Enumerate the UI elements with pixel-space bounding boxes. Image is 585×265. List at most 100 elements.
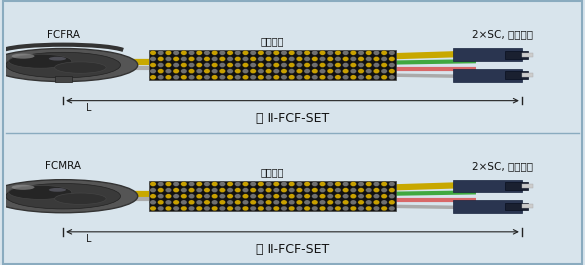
Ellipse shape (181, 194, 187, 198)
Ellipse shape (242, 50, 249, 55)
Ellipse shape (273, 182, 280, 186)
Ellipse shape (181, 63, 187, 67)
Ellipse shape (335, 56, 341, 61)
Ellipse shape (296, 182, 302, 186)
Ellipse shape (342, 194, 349, 198)
Ellipse shape (212, 63, 218, 67)
Ellipse shape (150, 194, 156, 198)
Ellipse shape (227, 194, 233, 198)
Ellipse shape (188, 75, 195, 80)
Ellipse shape (196, 75, 202, 80)
Ellipse shape (266, 182, 272, 186)
Ellipse shape (327, 56, 333, 61)
Text: 含 Ⅱ-FCF-SET: 含 Ⅱ-FCF-SET (256, 243, 329, 256)
Ellipse shape (258, 206, 264, 211)
Ellipse shape (381, 69, 387, 73)
Ellipse shape (350, 194, 356, 198)
Ellipse shape (235, 182, 241, 186)
Ellipse shape (219, 56, 226, 61)
Ellipse shape (250, 182, 256, 186)
Ellipse shape (381, 194, 387, 198)
Ellipse shape (350, 50, 356, 55)
Ellipse shape (288, 188, 295, 192)
Circle shape (9, 186, 72, 199)
Ellipse shape (150, 50, 156, 55)
Ellipse shape (157, 182, 164, 186)
Ellipse shape (281, 188, 287, 192)
Ellipse shape (166, 194, 171, 198)
Ellipse shape (327, 200, 333, 205)
Ellipse shape (358, 194, 364, 198)
Ellipse shape (204, 63, 210, 67)
Ellipse shape (173, 75, 179, 80)
Ellipse shape (196, 182, 202, 186)
Ellipse shape (181, 200, 187, 205)
Bar (522, 205, 534, 208)
Ellipse shape (166, 56, 171, 61)
Ellipse shape (204, 194, 210, 198)
Ellipse shape (288, 63, 295, 67)
Ellipse shape (373, 56, 380, 61)
Ellipse shape (296, 206, 302, 211)
Bar (522, 53, 534, 57)
Circle shape (12, 54, 35, 59)
Bar (80, 60, 104, 70)
Ellipse shape (304, 63, 310, 67)
Ellipse shape (219, 194, 226, 198)
Ellipse shape (281, 50, 287, 55)
Ellipse shape (235, 75, 241, 80)
Bar (505, 71, 528, 79)
Ellipse shape (381, 200, 387, 205)
Ellipse shape (327, 188, 333, 192)
Ellipse shape (157, 188, 164, 192)
Ellipse shape (366, 194, 372, 198)
Ellipse shape (188, 188, 195, 192)
Ellipse shape (304, 69, 310, 73)
Ellipse shape (312, 56, 318, 61)
Ellipse shape (166, 63, 171, 67)
Ellipse shape (342, 56, 349, 61)
Ellipse shape (250, 200, 256, 205)
Ellipse shape (358, 75, 364, 80)
Ellipse shape (150, 63, 156, 67)
Ellipse shape (227, 182, 233, 186)
Ellipse shape (266, 188, 272, 192)
Ellipse shape (312, 69, 318, 73)
Ellipse shape (358, 50, 364, 55)
Ellipse shape (250, 69, 256, 73)
Ellipse shape (342, 50, 349, 55)
Bar (453, 48, 522, 61)
Ellipse shape (212, 69, 218, 73)
Ellipse shape (288, 75, 295, 80)
Ellipse shape (288, 206, 295, 211)
Ellipse shape (381, 50, 387, 55)
Ellipse shape (258, 182, 264, 186)
Ellipse shape (335, 69, 341, 73)
Ellipse shape (342, 182, 349, 186)
Ellipse shape (266, 63, 272, 67)
Ellipse shape (273, 75, 280, 80)
Ellipse shape (212, 75, 218, 80)
Ellipse shape (288, 69, 295, 73)
Bar (453, 180, 522, 192)
Ellipse shape (227, 188, 233, 192)
Ellipse shape (358, 56, 364, 61)
Text: FCFRA: FCFRA (47, 30, 80, 39)
Ellipse shape (227, 56, 233, 61)
Ellipse shape (196, 56, 202, 61)
Ellipse shape (281, 75, 287, 80)
Ellipse shape (219, 182, 226, 186)
Ellipse shape (150, 75, 156, 80)
Ellipse shape (312, 200, 318, 205)
Ellipse shape (296, 188, 302, 192)
Ellipse shape (258, 75, 264, 80)
Ellipse shape (327, 182, 333, 186)
Ellipse shape (319, 182, 326, 186)
Ellipse shape (381, 188, 387, 192)
Ellipse shape (204, 50, 210, 55)
Ellipse shape (219, 188, 226, 192)
Ellipse shape (157, 206, 164, 211)
Ellipse shape (181, 56, 187, 61)
Ellipse shape (242, 206, 249, 211)
Ellipse shape (150, 200, 156, 205)
